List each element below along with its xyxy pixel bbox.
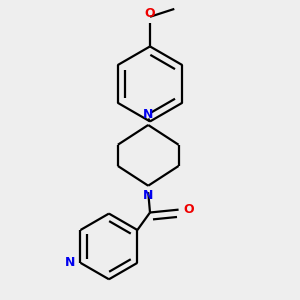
Text: N: N [143, 108, 153, 122]
Text: N: N [64, 256, 75, 269]
Text: O: O [184, 203, 194, 216]
Text: N: N [143, 189, 153, 202]
Text: O: O [145, 8, 155, 20]
